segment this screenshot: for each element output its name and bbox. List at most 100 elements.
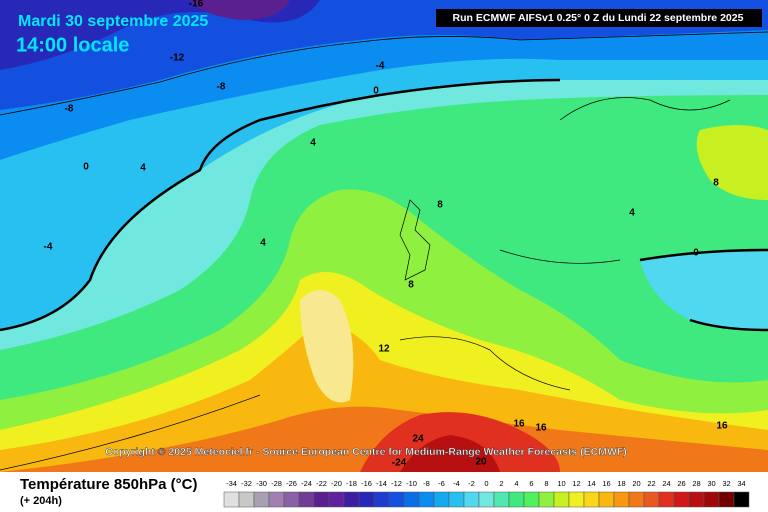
legend-swatch — [613, 491, 630, 508]
legend-label: -34 — [226, 479, 237, 488]
contour-label: 4 — [140, 163, 146, 174]
legend-swatch — [223, 491, 240, 508]
zone-8-east — [696, 125, 768, 200]
legend-swatch — [388, 491, 405, 508]
legend-swatch — [403, 491, 420, 508]
legend-swatch — [703, 491, 720, 508]
footer-title: Température 850hPa (°C) — [20, 476, 198, 493]
contour-label: -4 — [376, 61, 385, 72]
legend-swatch — [313, 491, 330, 508]
legend-swatch — [598, 491, 615, 508]
legend-label: -6 — [438, 479, 445, 488]
legend-label: 22 — [647, 479, 655, 488]
legend-label: 18 — [617, 479, 625, 488]
legend-label: 20 — [632, 479, 640, 488]
run-info: Run ECMWF AIFSv1 0.25° 0 Z du Lundi 22 s… — [453, 12, 744, 24]
zone-east-cold — [640, 250, 768, 330]
legend-label: -8 — [423, 479, 430, 488]
legend-swatch — [358, 491, 375, 508]
contour-label: 0 — [83, 162, 89, 173]
contour-label: 16 — [716, 421, 728, 432]
legend-label: 12 — [572, 479, 580, 488]
warm-tongue — [300, 290, 354, 403]
contour-label: 16 — [513, 419, 525, 430]
legend-label: -4 — [453, 479, 460, 488]
legend-swatch — [448, 491, 465, 508]
legend-swatch — [628, 491, 645, 508]
zero-isotherm-east — [639, 248, 768, 332]
legend-label: -24 — [301, 479, 312, 488]
isotherm — [0, 31, 768, 471]
legend-label: -14 — [376, 479, 387, 488]
legend-label: 34 — [737, 479, 745, 488]
legend-swatch — [493, 491, 510, 508]
legend-swatch — [268, 491, 285, 508]
colorbar: -34 -32 -30 -28 -26 -24 -22 -20 -18 -16 -14 -12 -10-… — [223, 479, 750, 508]
cold-zone — [0, 0, 320, 70]
legend-swatch — [328, 491, 345, 508]
legend-swatch — [253, 491, 270, 508]
legend-swatch — [508, 491, 525, 508]
run-box — [436, 9, 762, 27]
cold-core — [190, 0, 290, 20]
legend-swatch — [733, 491, 750, 508]
legend-swatch — [583, 491, 600, 508]
legend-label: 10 — [557, 479, 565, 488]
contour-label: -8 — [217, 82, 226, 93]
legend-label: 14 — [587, 479, 595, 488]
legend-swatch — [298, 491, 315, 508]
legend-swatch — [553, 491, 570, 508]
time: 14:00 locale — [16, 34, 129, 56]
legend-swatch — [718, 491, 735, 508]
legend-swatch — [343, 491, 360, 508]
copyright: Copyright © 2025 Meteociel.fr - Source E… — [105, 446, 627, 458]
legend-label: 0 — [484, 479, 488, 488]
legend-label: -18 — [346, 479, 357, 488]
legend-label: -16 — [361, 479, 372, 488]
zero-isotherm — [0, 78, 561, 332]
legend-swatch — [658, 491, 675, 508]
legend-swatch — [283, 491, 300, 508]
contour-label: -24 — [392, 458, 407, 469]
legend-swatch — [673, 491, 690, 508]
legend-label: 8 — [544, 479, 548, 488]
contour-label: -4 — [44, 242, 53, 253]
contour-label: 8 — [713, 178, 719, 189]
contour-label: 4 — [629, 208, 635, 219]
legend-label: 16 — [602, 479, 610, 488]
legend-swatch — [478, 491, 495, 508]
contour-label: 0 — [693, 248, 699, 259]
contour-label: 0 — [373, 86, 379, 97]
legend-label: -20 — [331, 479, 342, 488]
legend-label: -32 — [241, 479, 252, 488]
legend-swatch — [523, 491, 540, 508]
legend-label: 6 — [529, 479, 533, 488]
contour-label: -16 — [189, 0, 204, 10]
legend-swatch — [568, 491, 585, 508]
legend-label: 4 — [514, 479, 518, 488]
zone-28 — [400, 435, 500, 472]
contour-label: 20 — [475, 457, 487, 468]
legend-swatch — [688, 491, 705, 508]
contour-label: 8 — [408, 280, 414, 291]
legend-label: -22 — [316, 479, 327, 488]
date: Mardi 30 septembre 2025 — [18, 13, 208, 30]
legend-label: -10 — [406, 479, 417, 488]
legend-label: 2 — [499, 479, 503, 488]
contour-label: 4 — [260, 238, 266, 249]
legend-swatch — [373, 491, 390, 508]
legend-label: -30 — [256, 479, 267, 488]
legend-label: -28 — [271, 479, 282, 488]
legend-swatch — [643, 491, 660, 508]
coastline — [399, 97, 731, 391]
contour-label: 24 — [412, 434, 424, 445]
legend-label: -12 — [391, 479, 402, 488]
legend-label: -26 — [286, 479, 297, 488]
contour-label: 8 — [437, 200, 443, 211]
legend-swatch — [433, 491, 450, 508]
legend-swatch — [238, 491, 255, 508]
contour-label: 12 — [378, 344, 390, 355]
legend-swatch — [418, 491, 435, 508]
